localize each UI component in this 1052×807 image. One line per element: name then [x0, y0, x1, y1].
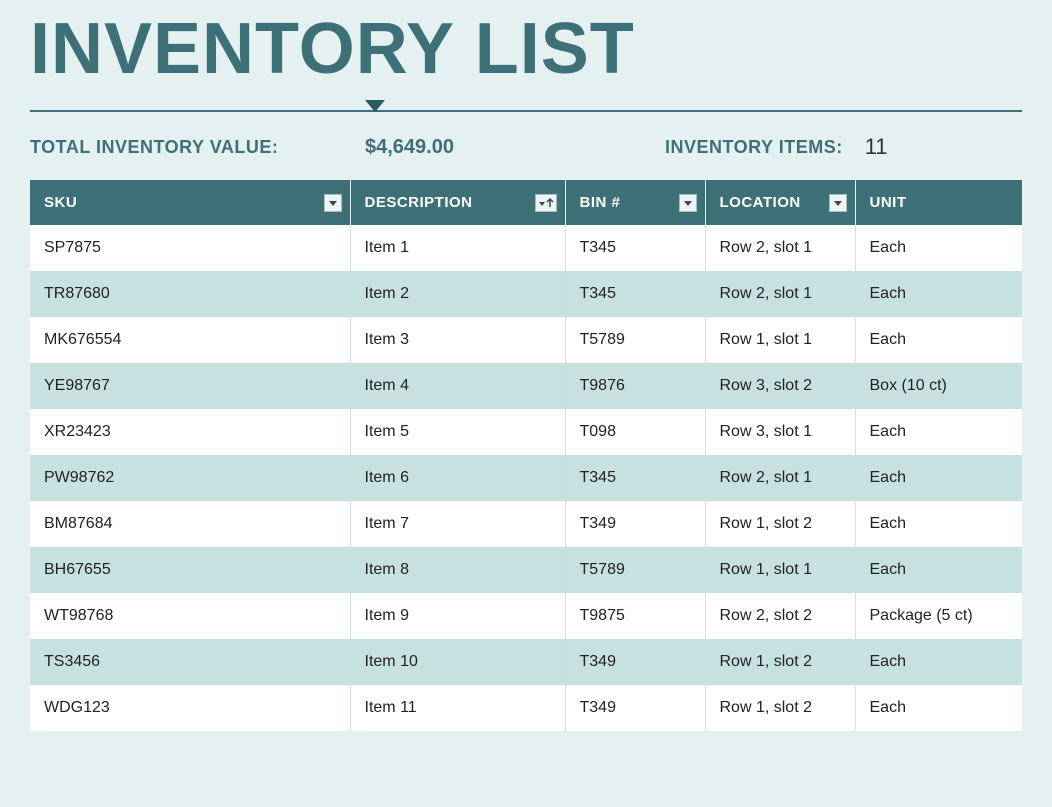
table-row[interactable]: YE98767Item 4T9876Row 3, slot 2Box (10 c…	[30, 363, 1022, 409]
items-count-label: INVENTORY ITEMS:	[665, 137, 843, 158]
cell-bin[interactable]: T349	[565, 639, 705, 685]
cell-sku[interactable]: YE98767	[30, 363, 350, 409]
cell-bin[interactable]: T345	[565, 271, 705, 317]
total-value-label: TOTAL INVENTORY VALUE:	[30, 137, 278, 157]
cell-loc[interactable]: Row 1, slot 1	[705, 317, 855, 363]
cell-sku[interactable]: WT98768	[30, 593, 350, 639]
cell-loc[interactable]: Row 1, slot 1	[705, 547, 855, 593]
cell-desc[interactable]: Item 1	[350, 225, 565, 271]
cell-desc[interactable]: Item 3	[350, 317, 565, 363]
divider	[30, 100, 1022, 122]
cell-desc[interactable]: Item 11	[350, 685, 565, 731]
cell-desc[interactable]: Item 7	[350, 501, 565, 547]
table-row[interactable]: PW98762Item 6T345Row 2, slot 1Each	[30, 455, 1022, 501]
cell-unit[interactable]: Box (10 ct)	[855, 363, 1022, 409]
col-header-label: BIN #	[580, 194, 621, 211]
cell-desc[interactable]: Item 4	[350, 363, 565, 409]
cell-bin[interactable]: T9875	[565, 593, 705, 639]
cell-sku[interactable]: PW98762	[30, 455, 350, 501]
cell-unit[interactable]: Each	[855, 409, 1022, 455]
table-header-row: SKU DESCRIPTION	[30, 180, 1022, 225]
cell-bin[interactable]: T5789	[565, 317, 705, 363]
sort-asc-icon[interactable]	[535, 194, 557, 212]
cell-sku[interactable]: MK676554	[30, 317, 350, 363]
col-header-label: SKU	[44, 194, 77, 211]
cell-unit[interactable]: Each	[855, 317, 1022, 363]
items-count: 11	[865, 134, 888, 160]
cell-sku[interactable]: TR87680	[30, 271, 350, 317]
filter-dropdown-icon[interactable]	[829, 194, 847, 212]
table-row[interactable]: WT98768Item 9T9875Row 2, slot 2Package (…	[30, 593, 1022, 639]
inventory-table: SKU DESCRIPTION	[30, 180, 1022, 731]
cell-loc[interactable]: Row 1, slot 2	[705, 501, 855, 547]
cell-sku[interactable]: BM87684	[30, 501, 350, 547]
cell-bin[interactable]: T345	[565, 225, 705, 271]
cell-sku[interactable]: XR23423	[30, 409, 350, 455]
cell-unit[interactable]: Each	[855, 685, 1022, 731]
cell-bin[interactable]: T349	[565, 685, 705, 731]
filter-dropdown-icon[interactable]	[324, 194, 342, 212]
cell-sku[interactable]: SP7875	[30, 225, 350, 271]
cell-sku[interactable]: WDG123	[30, 685, 350, 731]
col-header-label: DESCRIPTION	[365, 194, 473, 211]
cell-loc[interactable]: Row 2, slot 1	[705, 271, 855, 317]
cell-desc[interactable]: Item 10	[350, 639, 565, 685]
cell-desc[interactable]: Item 2	[350, 271, 565, 317]
summary-bar: TOTAL INVENTORY VALUE: $4,649.00 INVENTO…	[30, 126, 1022, 180]
col-header-location[interactable]: LOCATION	[705, 180, 855, 225]
total-value: $4,649.00	[365, 136, 454, 158]
cell-unit[interactable]: Each	[855, 225, 1022, 271]
cell-loc[interactable]: Row 3, slot 1	[705, 409, 855, 455]
cell-unit[interactable]: Each	[855, 639, 1022, 685]
col-header-bin[interactable]: BIN #	[565, 180, 705, 225]
cell-bin[interactable]: T9876	[565, 363, 705, 409]
col-header-unit[interactable]: UNIT	[855, 180, 1022, 225]
cell-desc[interactable]: Item 5	[350, 409, 565, 455]
col-header-description[interactable]: DESCRIPTION	[350, 180, 565, 225]
cell-loc[interactable]: Row 3, slot 2	[705, 363, 855, 409]
col-header-sku[interactable]: SKU	[30, 180, 350, 225]
table-row[interactable]: BH67655Item 8T5789Row 1, slot 1Each	[30, 547, 1022, 593]
table-row[interactable]: XR23423Item 5T098Row 3, slot 1Each	[30, 409, 1022, 455]
cell-loc[interactable]: Row 2, slot 1	[705, 225, 855, 271]
filter-dropdown-icon[interactable]	[679, 194, 697, 212]
cell-desc[interactable]: Item 6	[350, 455, 565, 501]
cell-bin[interactable]: T098	[565, 409, 705, 455]
cell-loc[interactable]: Row 2, slot 1	[705, 455, 855, 501]
cell-unit[interactable]: Each	[855, 547, 1022, 593]
table-row[interactable]: MK676554Item 3T5789Row 1, slot 1Each	[30, 317, 1022, 363]
cell-bin[interactable]: T345	[565, 455, 705, 501]
cell-unit[interactable]: Each	[855, 271, 1022, 317]
cell-unit[interactable]: Package (5 ct)	[855, 593, 1022, 639]
table-row[interactable]: WDG123Item 11T349Row 1, slot 2Each	[30, 685, 1022, 731]
cell-bin[interactable]: T5789	[565, 547, 705, 593]
cell-loc[interactable]: Row 1, slot 2	[705, 685, 855, 731]
cell-unit[interactable]: Each	[855, 455, 1022, 501]
table-row[interactable]: BM87684Item 7T349Row 1, slot 2Each	[30, 501, 1022, 547]
col-header-label: LOCATION	[720, 194, 801, 211]
cell-unit[interactable]: Each	[855, 501, 1022, 547]
cell-loc[interactable]: Row 2, slot 2	[705, 593, 855, 639]
cell-bin[interactable]: T349	[565, 501, 705, 547]
col-header-label: UNIT	[870, 194, 907, 211]
table-row[interactable]: TS3456Item 10T349Row 1, slot 2Each	[30, 639, 1022, 685]
table-row[interactable]: TR87680Item 2T345Row 2, slot 1Each	[30, 271, 1022, 317]
cell-desc[interactable]: Item 9	[350, 593, 565, 639]
page-title: INVENTORY LIST	[30, 0, 1022, 100]
cell-sku[interactable]: BH67655	[30, 547, 350, 593]
cell-sku[interactable]: TS3456	[30, 639, 350, 685]
cell-desc[interactable]: Item 8	[350, 547, 565, 593]
table-row[interactable]: SP7875Item 1T345Row 2, slot 1Each	[30, 225, 1022, 271]
cell-loc[interactable]: Row 1, slot 2	[705, 639, 855, 685]
